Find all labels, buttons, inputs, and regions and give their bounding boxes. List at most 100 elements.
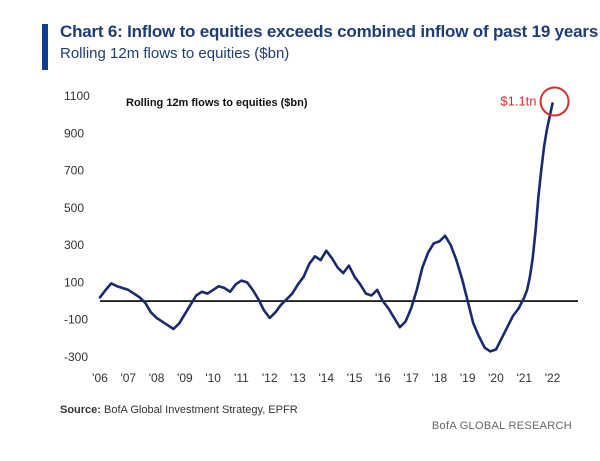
series-point	[427, 252, 429, 254]
series-point	[450, 244, 452, 246]
x-tick-label: '07	[120, 371, 136, 385]
series-point	[178, 322, 180, 324]
series-point	[206, 293, 209, 295]
x-tick-label: '22	[545, 371, 561, 385]
series-point	[218, 285, 220, 287]
series-point	[201, 291, 203, 293]
series-point	[127, 289, 129, 291]
x-axis-labels: '06 '07 '08 '09 '10 '11 '12 '13 '14 '15 '16 '17 '18 '…	[92, 371, 561, 385]
series-point	[161, 321, 163, 323]
series-point	[229, 291, 231, 293]
series-point	[404, 321, 407, 323]
series-point	[506, 326, 508, 328]
series-point	[535, 229, 537, 231]
series-point	[172, 328, 175, 330]
series-point	[461, 278, 463, 280]
series-point	[484, 347, 486, 349]
series-point	[337, 266, 339, 269]
series-point	[501, 337, 503, 339]
y-tick-label: -100	[64, 313, 88, 327]
series-point	[382, 300, 384, 302]
title-accent-bar	[42, 24, 48, 70]
series-point	[354, 276, 356, 278]
series-point	[393, 317, 395, 319]
y-tick-label: 300	[64, 238, 84, 252]
series-point	[342, 272, 344, 274]
series-point	[257, 298, 259, 300]
series-point	[455, 259, 457, 261]
series-point	[529, 276, 531, 278]
series-point	[365, 293, 367, 295]
x-tick-label: '11	[234, 371, 249, 385]
x-tick-label: '08	[149, 371, 165, 385]
series-point	[195, 294, 197, 297]
x-tick-label: '16	[375, 371, 391, 385]
series-point	[223, 287, 225, 289]
series-point	[512, 315, 514, 317]
inner-chart-title: Rolling 12m flows to equities ($bn)	[126, 97, 308, 109]
x-tick-label: '06	[92, 371, 108, 385]
x-tick-label: '13	[290, 371, 306, 385]
series-point	[246, 281, 248, 283]
series-point	[144, 302, 146, 304]
series-point	[150, 311, 152, 313]
series-point	[189, 304, 192, 306]
series-point	[156, 317, 158, 319]
series-point	[240, 280, 242, 282]
series-line-equity-flows	[98, 102, 554, 353]
source-label: Source:	[60, 404, 101, 416]
x-tick-label: '10	[205, 371, 221, 385]
series-point	[467, 300, 469, 302]
x-tick-label: '20	[488, 371, 504, 385]
series-point	[212, 289, 214, 291]
series-point	[99, 296, 101, 298]
series-point	[320, 259, 322, 261]
series-point	[526, 289, 528, 291]
series-point	[518, 307, 520, 310]
series-point	[105, 289, 107, 291]
series-point	[387, 307, 390, 310]
y-axis-labels: 1100 900 700 500 300 100 -100 -300	[64, 89, 90, 364]
series-point	[139, 296, 141, 298]
series-point	[543, 145, 545, 147]
series-point	[549, 115, 551, 118]
series-point	[263, 309, 265, 311]
series-point	[489, 350, 491, 352]
series-point	[551, 102, 554, 105]
y-tick-label: 1100	[64, 89, 90, 103]
x-tick-label: '14	[318, 371, 334, 385]
x-tick-label: '21	[516, 371, 532, 385]
chart-title: Chart 6: Inflow to equities exceeds comb…	[60, 22, 599, 41]
series-point	[399, 326, 401, 328]
series-point	[472, 322, 474, 324]
series-point	[184, 313, 186, 315]
series-point	[421, 266, 423, 269]
series-point	[303, 276, 305, 278]
series-point	[410, 307, 412, 310]
series-point	[433, 242, 435, 244]
series-point	[291, 293, 293, 295]
series-point	[331, 257, 333, 259]
annotation-circle	[539, 86, 570, 117]
x-tick-label: '12	[262, 371, 278, 385]
series-point	[286, 298, 288, 300]
series-point	[280, 304, 282, 306]
series-point	[438, 240, 440, 242]
series-point	[122, 287, 124, 289]
chart-subtitle: Rolling 12m flows to equities ($bn)	[60, 45, 290, 62]
series-point	[523, 296, 525, 298]
series-point	[314, 255, 316, 257]
x-tick-label: '19	[460, 371, 476, 385]
series-point	[348, 265, 350, 267]
source-text: BofA Global Investment Strategy, EPFR	[104, 404, 298, 416]
y-tick-label: 900	[64, 126, 84, 140]
y-tick-label: 500	[64, 201, 84, 215]
brand-label: BofA GLOBAL RESEARCH	[431, 420, 572, 432]
series-point	[370, 294, 373, 297]
series-point	[444, 235, 446, 237]
series-point	[269, 317, 271, 319]
source-note: Source: BofA Global Investment Strategy,…	[60, 404, 298, 416]
series-point	[376, 289, 378, 291]
series-point	[540, 170, 542, 172]
